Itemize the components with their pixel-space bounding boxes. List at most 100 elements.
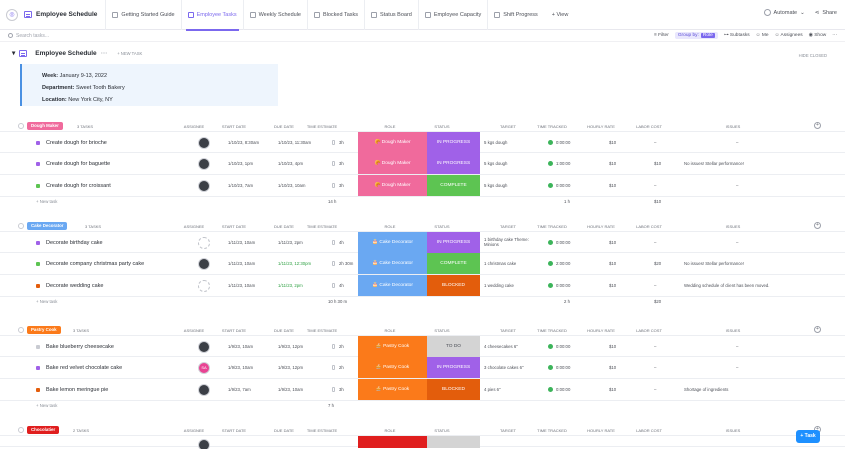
due-date[interactable]: 1/11/23, 12:30pm [278, 261, 312, 266]
status-dot[interactable] [36, 241, 40, 245]
automate-button[interactable]: Automate ⌄ [763, 9, 805, 16]
due-date[interactable]: 1/10/23, 4pm [278, 161, 304, 166]
collapse-icon[interactable]: ▾ [12, 50, 16, 57]
status-dot[interactable] [36, 162, 40, 166]
role-cell[interactable]: 🎂 Cake Decorator [358, 232, 427, 253]
issues-value[interactable]: – [736, 365, 739, 370]
target-value[interactable]: 1 wedding cake [484, 283, 514, 288]
column-header-rate[interactable]: HOURLY RATE [587, 124, 615, 129]
new-task-button[interactable]: + New task [36, 199, 58, 204]
column-header-status[interactable]: STATUS [434, 428, 450, 433]
column-header-start[interactable]: START DATE [221, 428, 247, 433]
tab-shift-progress[interactable]: Shift Progress [487, 0, 544, 30]
task-name[interactable]: Decorate company christmas party cake [46, 261, 145, 267]
add-column-button[interactable]: + [814, 222, 821, 229]
tab-getting-started[interactable]: Getting Started Guide [105, 0, 180, 30]
status-dot[interactable] [36, 141, 40, 145]
time-estimate[interactable]: 3h [339, 140, 344, 145]
avatar[interactable] [198, 258, 210, 270]
hourly-rate[interactable]: $10 [609, 261, 617, 266]
time-tracked[interactable]: 1:00:00 [556, 161, 571, 166]
column-header-target[interactable]: TARGET [500, 328, 516, 333]
time-estimate[interactable]: 3h [339, 183, 344, 188]
task-row[interactable]: Bake blueberry cheesecake 1/9/23, 10am 1/9… [0, 335, 845, 357]
hourly-rate[interactable]: $10 [609, 365, 617, 370]
start-date[interactable]: 1/10/23, 7am [228, 183, 254, 188]
column-header-status[interactable]: STATUS [434, 224, 450, 229]
column-header-rate[interactable]: HOURLY RATE [587, 428, 615, 433]
role-cell[interactable]: 🎂 Cake Decorator [358, 253, 427, 274]
status-cell[interactable]: IN PROGRESS [427, 232, 480, 253]
column-header-issues[interactable]: ISSUES [725, 428, 741, 433]
hide-closed-button[interactable]: HIDE CLOSED [798, 53, 827, 58]
status-cell[interactable]: BLOCKED [427, 379, 480, 400]
target-value[interactable]: 1 christmas cake [484, 261, 517, 266]
column-header-rate[interactable]: HOURLY RATE [587, 328, 615, 333]
new-task-button[interactable]: + New task [36, 299, 58, 304]
due-date[interactable]: 1/9/23, 12pm [278, 365, 304, 370]
play-icon[interactable] [548, 140, 553, 145]
search-input[interactable]: Search tasks... [8, 33, 49, 39]
status-dot[interactable] [36, 284, 40, 288]
start-date[interactable]: 1/10/23, 8:30am [228, 140, 260, 145]
task-row[interactable] [0, 435, 845, 449]
column-header-estimate[interactable]: TIME ESTIMATE [306, 224, 338, 229]
hourly-rate[interactable]: $10 [609, 387, 617, 392]
group-badge[interactable]: Chocolatier [27, 426, 60, 434]
role-cell[interactable]: 🎂 Cake Decorator [358, 275, 427, 296]
issues-value[interactable]: No issues! Stellar performance! [684, 261, 744, 266]
avatar[interactable] [198, 158, 210, 170]
role-cell[interactable]: 🥐 Dough Maker [358, 153, 427, 174]
column-header-role[interactable]: ROLE [384, 428, 396, 433]
time-estimate[interactable]: 4h [339, 283, 344, 288]
play-icon[interactable] [548, 240, 553, 245]
play-icon[interactable] [548, 183, 553, 188]
column-header-start[interactable]: START DATE [221, 124, 247, 129]
time-estimate[interactable]: 2h [339, 344, 344, 349]
play-icon[interactable] [548, 283, 553, 288]
group-badge[interactable]: Dough Maker [27, 122, 63, 130]
role-cell[interactable]: 🥧 Pastry Cook [358, 336, 427, 357]
target-value[interactable]: 4 cheesecakes 6" [484, 344, 518, 349]
start-date[interactable]: 1/9/23, 10am [228, 344, 254, 349]
column-header-tracked[interactable]: TIME TRACKED [537, 224, 567, 229]
task-name[interactable]: Decorate wedding cake [46, 283, 104, 289]
role-cell[interactable]: 🥧 Pastry Cook [358, 357, 427, 378]
play-icon[interactable] [548, 261, 553, 266]
column-header-status[interactable]: STATUS [434, 124, 450, 129]
column-header-issues[interactable]: ISSUES [725, 224, 741, 229]
column-header-labor[interactable]: LABOR COST [636, 428, 662, 433]
column-header-role[interactable]: ROLE [384, 124, 396, 129]
collapse-toggle[interactable] [18, 327, 24, 333]
status-cell[interactable]: BLOCKED [427, 275, 480, 296]
column-header-due[interactable]: DUE DATE [274, 428, 294, 433]
play-icon[interactable] [548, 387, 553, 392]
more-icon[interactable]: ⋯ [100, 50, 108, 57]
issues-value[interactable]: Wedding schedule of client has been move… [684, 283, 770, 288]
target-value[interactable]: 5 kgs dough [484, 161, 508, 166]
task-name[interactable]: Create dough for brioche [46, 140, 107, 146]
due-date[interactable]: 1/9/23, 10am [278, 387, 304, 392]
column-header-rate[interactable]: HOURLY RATE [587, 224, 615, 229]
status-cell[interactable]: IN PROGRESS [427, 153, 480, 174]
avatar[interactable] [198, 341, 210, 353]
filter-button[interactable]: ≡ Filter [654, 33, 669, 38]
subtasks-button[interactable]: ⊶ Subtasks [723, 33, 750, 38]
new-task-button[interactable]: + New task [36, 403, 58, 408]
avatar[interactable]: SA [198, 362, 210, 374]
time-tracked[interactable]: 0:00:00 [556, 387, 571, 392]
tab-blocked-tasks[interactable]: Blocked Tasks [306, 0, 364, 30]
role-cell[interactable] [358, 436, 427, 448]
column-header-labor[interactable]: LABOR COST [636, 224, 662, 229]
column-header-target[interactable]: TARGET [500, 124, 516, 129]
status-dot[interactable] [36, 184, 40, 188]
column-header-estimate[interactable]: TIME ESTIMATE [306, 328, 338, 333]
add-column-button[interactable]: + [814, 326, 821, 333]
avatar[interactable] [198, 137, 210, 149]
column-header-tracked[interactable]: TIME TRACKED [537, 124, 567, 129]
column-header-due[interactable]: DUE DATE [274, 224, 294, 229]
avatar[interactable] [198, 237, 210, 249]
time-estimate[interactable]: 3h [339, 161, 344, 166]
play-icon[interactable] [548, 365, 553, 370]
column-header-due[interactable]: DUE DATE [274, 124, 294, 129]
